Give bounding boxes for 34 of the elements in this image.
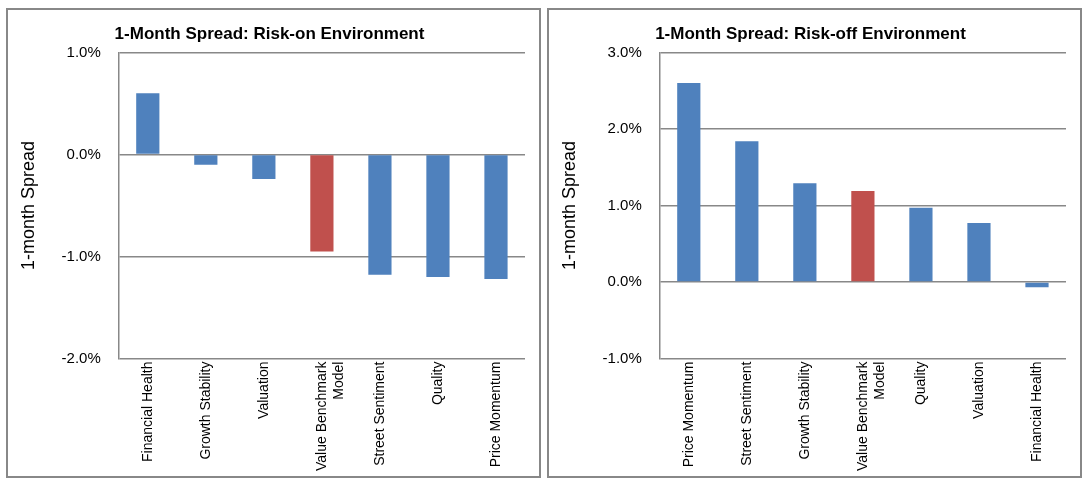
bar xyxy=(1025,282,1049,288)
x-tick-label: Street Sentiment xyxy=(737,361,754,466)
bar xyxy=(735,141,759,282)
x-tick-label: Value Benchmark Model xyxy=(853,360,887,471)
x-tick-label: Valuation xyxy=(254,361,271,419)
x-tick-label: Street Sentiment xyxy=(370,361,387,466)
y-tick-label: 2.0% xyxy=(607,119,642,137)
x-tick-label: Price Momentum xyxy=(486,361,503,468)
y-tick-label: 0.0% xyxy=(607,272,642,290)
y-tick-label: -1.0% xyxy=(61,246,101,264)
bar xyxy=(677,83,701,282)
x-tick-label: Quality xyxy=(428,361,445,406)
bar xyxy=(793,183,817,282)
bar xyxy=(909,207,933,282)
y-axis-title: 1-month Spread xyxy=(558,140,579,271)
chart-title: 1-Month Spread: Risk-off Environment xyxy=(655,23,967,43)
x-tick-label: Value Benchmark Model xyxy=(312,360,346,471)
x-tick-label: Growth Stability xyxy=(196,361,213,460)
y-axis-title: 1-month Spread xyxy=(17,140,38,271)
x-tick-label: Quality xyxy=(911,361,928,406)
x-tick-label: Financial Health xyxy=(1027,361,1044,462)
y-tick-label: -1.0% xyxy=(602,348,642,366)
chart-title: 1-Month Spread: Risk-on Environment xyxy=(114,23,425,43)
y-tick-label: -2.0% xyxy=(61,348,101,366)
bar xyxy=(967,223,991,282)
y-tick-label: 1.0% xyxy=(66,42,101,60)
y-tick-label: 1.0% xyxy=(607,195,642,213)
x-tick-label: Financial Health xyxy=(138,361,155,462)
y-tick-label: 3.0% xyxy=(607,42,642,60)
x-tick-label: Valuation xyxy=(969,361,986,419)
x-tick-label: Price Momentum xyxy=(679,361,696,468)
x-tick-label: Growth Stability xyxy=(795,361,812,460)
y-tick-label: 0.0% xyxy=(66,144,101,162)
bar xyxy=(851,190,875,282)
